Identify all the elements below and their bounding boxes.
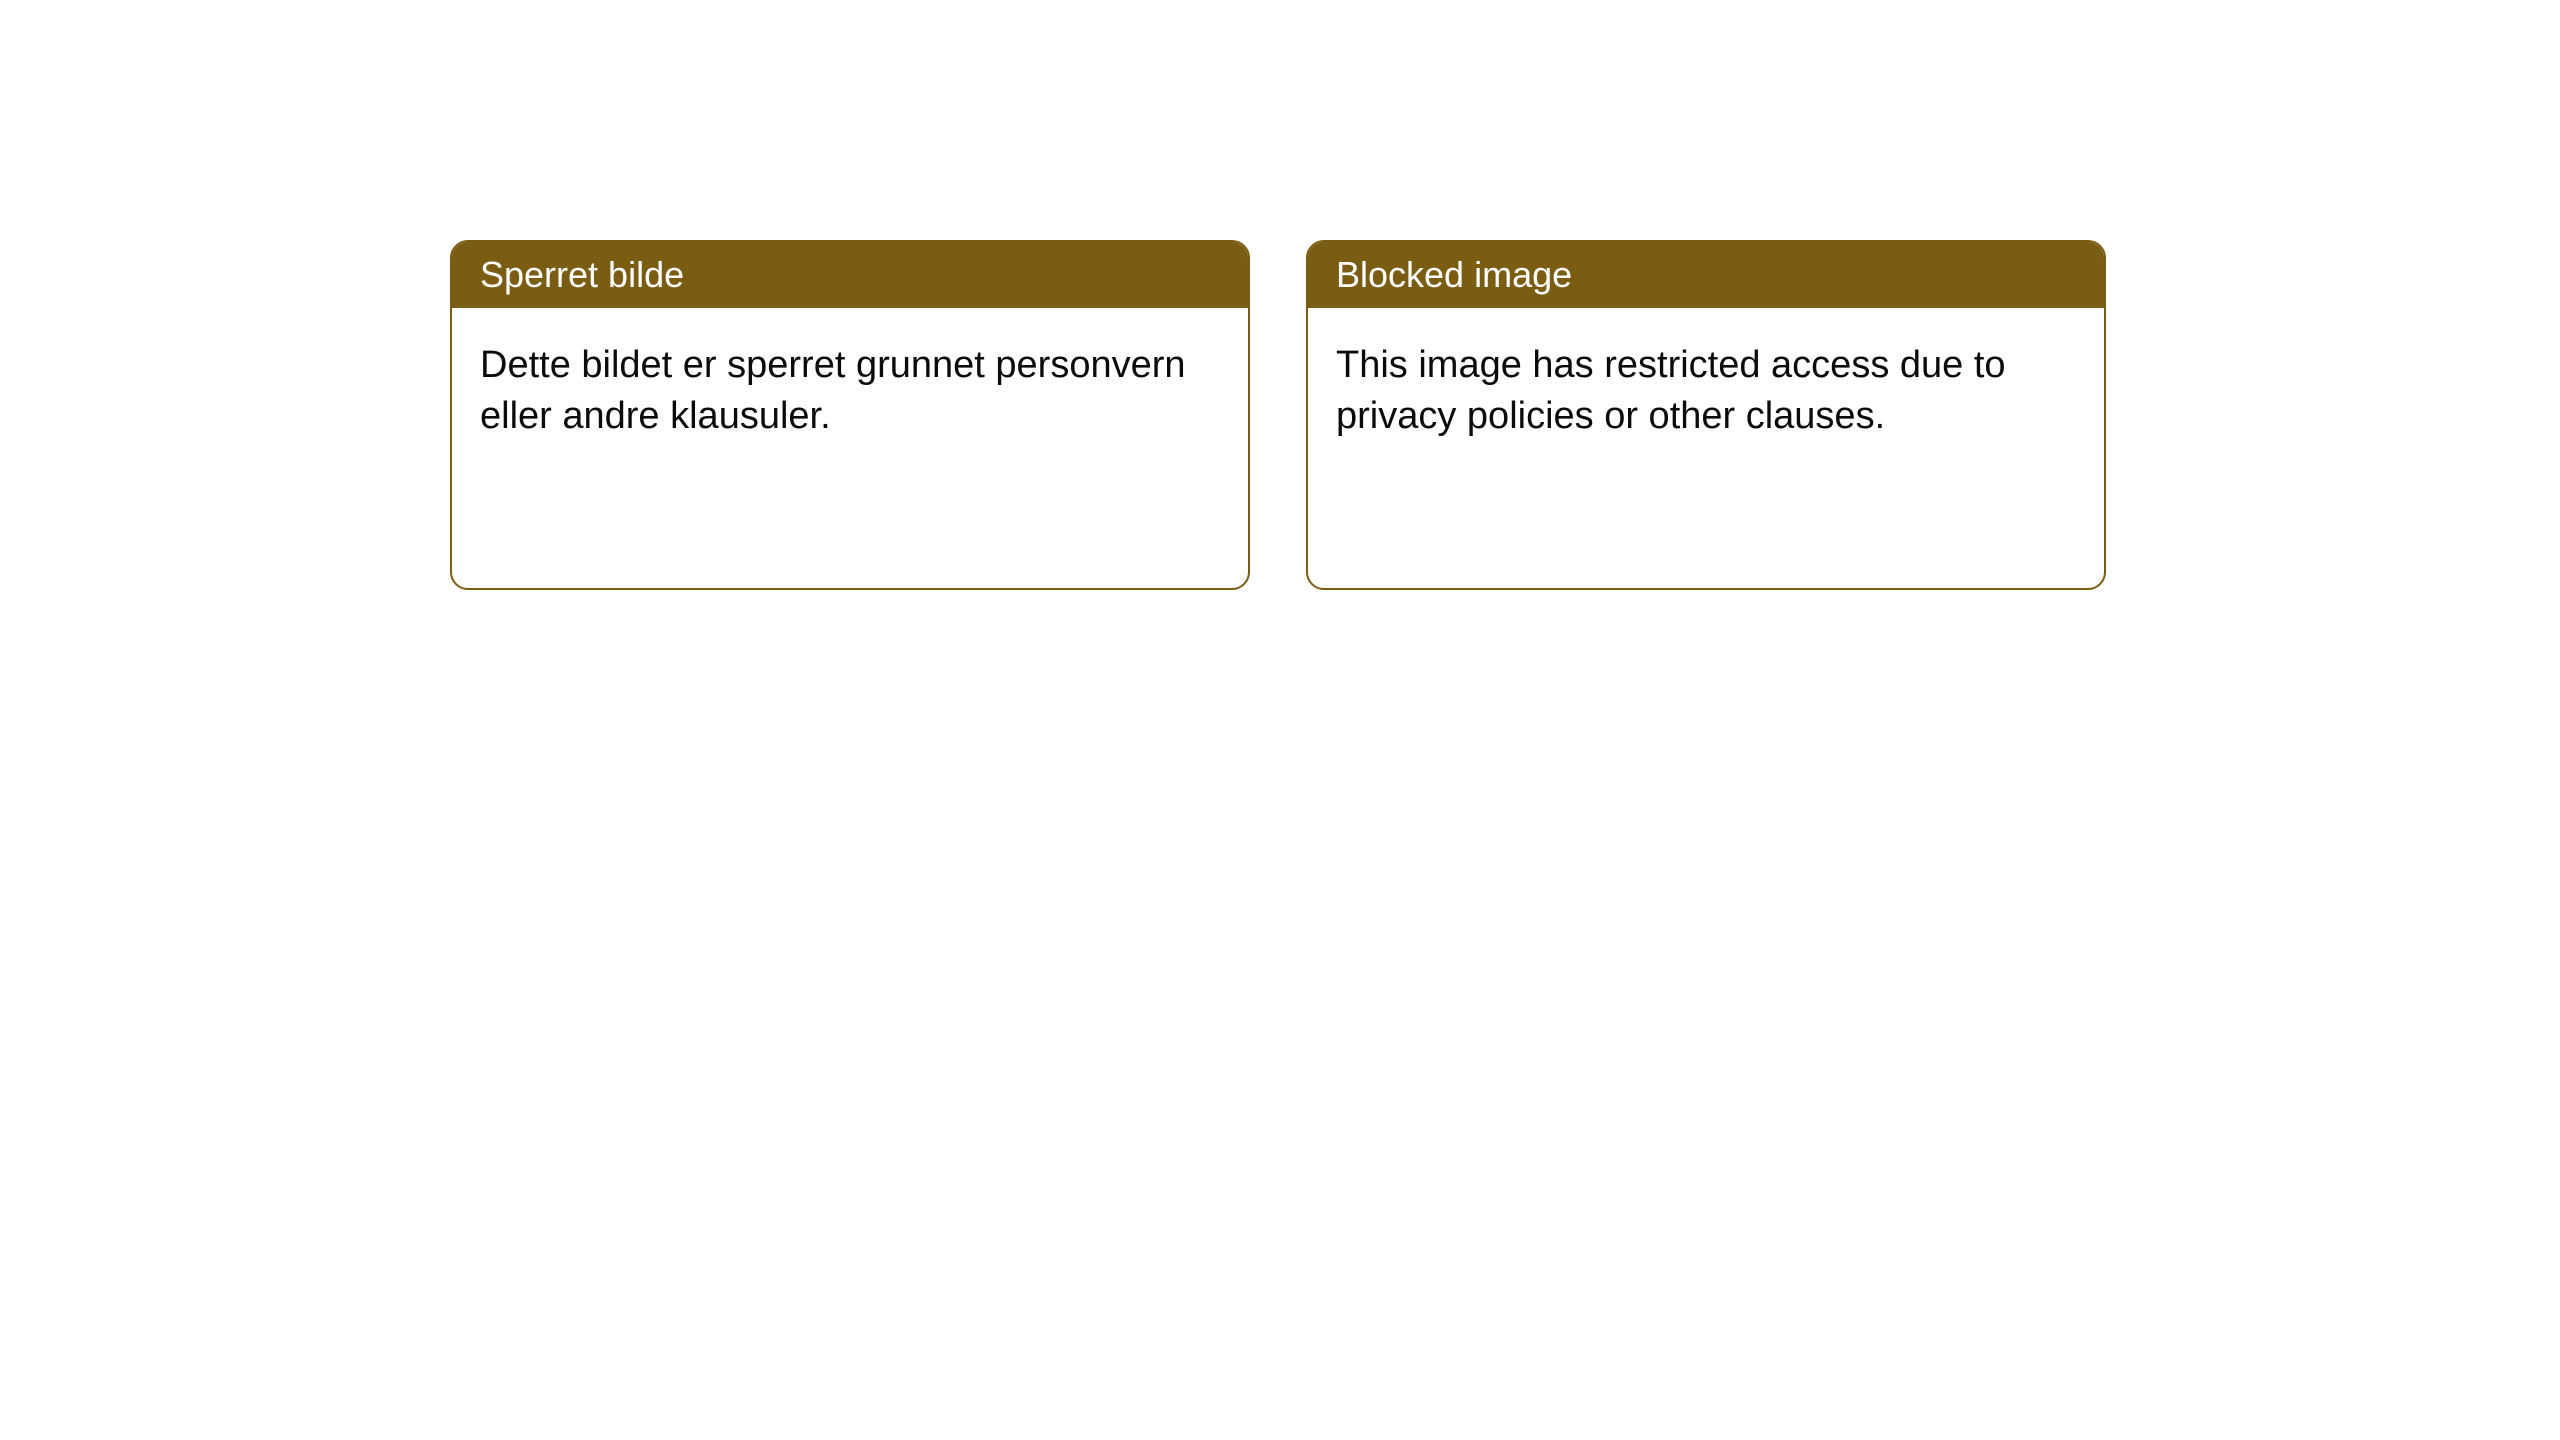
card-body-text-en: This image has restricted access due to … — [1336, 344, 2006, 437]
card-header-no: Sperret bilde — [452, 242, 1248, 308]
blocked-image-card-en: Blocked image This image has restricted … — [1306, 240, 2106, 590]
card-body-en: This image has restricted access due to … — [1308, 308, 2104, 588]
card-title-no: Sperret bilde — [480, 254, 684, 295]
card-header-en: Blocked image — [1308, 242, 2104, 308]
card-title-en: Blocked image — [1336, 254, 1572, 295]
blocked-image-cards: Sperret bilde Dette bildet er sperret gr… — [450, 240, 2106, 590]
card-body-no: Dette bildet er sperret grunnet personve… — [452, 308, 1248, 588]
card-body-text-no: Dette bildet er sperret grunnet personve… — [480, 344, 1186, 437]
blocked-image-card-no: Sperret bilde Dette bildet er sperret gr… — [450, 240, 1250, 590]
